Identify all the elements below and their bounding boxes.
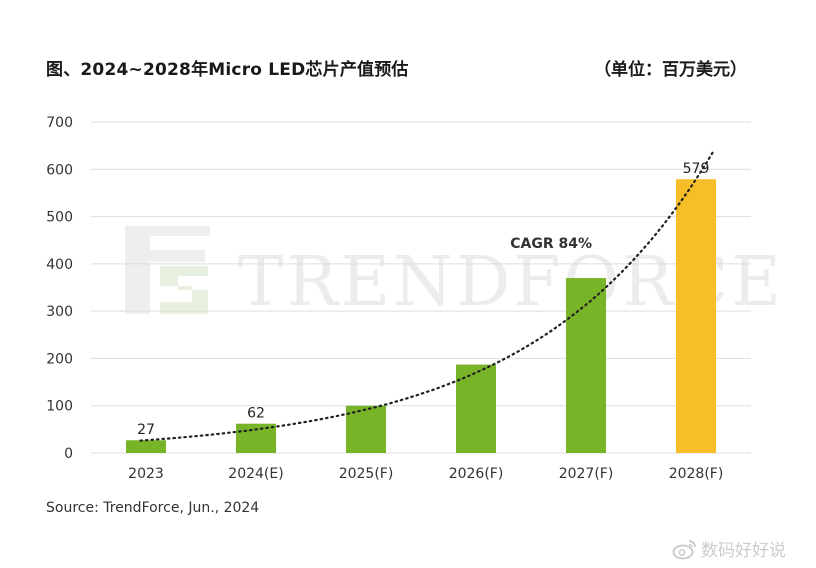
y-tick-label: 400 bbox=[46, 257, 73, 273]
watermark-logo-mark bbox=[125, 226, 210, 314]
y-tick-label: 700 bbox=[46, 115, 73, 131]
y-tick-label: 0 bbox=[64, 446, 73, 462]
y-tick-label: 300 bbox=[46, 304, 73, 320]
cagr-trendline bbox=[139, 151, 714, 442]
x-tick-label: 2028(F) bbox=[669, 466, 724, 482]
weibo-icon bbox=[672, 539, 696, 559]
weibo-watermark: 数码好好说 bbox=[672, 536, 786, 561]
source-note: Source: TrendForce, Jun., 2024 bbox=[46, 500, 260, 516]
bar bbox=[456, 364, 496, 453]
cagr-label: CAGR 84% bbox=[510, 236, 592, 252]
bar bbox=[236, 423, 276, 453]
chart-title: 图、2024~2028年Micro LED芯片产值预估 bbox=[46, 60, 409, 80]
x-tick-label: 2026(F) bbox=[449, 466, 504, 482]
x-tick-label: 2025(F) bbox=[339, 466, 394, 482]
y-tick-label: 600 bbox=[46, 162, 73, 178]
bar bbox=[126, 440, 166, 453]
weibo-handle: 数码好好说 bbox=[701, 541, 786, 561]
y-tick-label: 100 bbox=[46, 399, 73, 415]
data-label: 579 bbox=[683, 161, 710, 177]
y-tick-label: 500 bbox=[46, 210, 73, 226]
x-tick-label: 2027(F) bbox=[559, 466, 614, 482]
data-label: 27 bbox=[137, 422, 155, 438]
x-tick-label: 2024(E) bbox=[228, 466, 283, 482]
unit-label: （单位：百万美元） bbox=[594, 60, 747, 80]
x-tick-label: 2023 bbox=[128, 466, 164, 482]
watermark-logo-accent bbox=[160, 266, 208, 314]
data-label: 62 bbox=[247, 406, 265, 422]
bar bbox=[566, 278, 606, 453]
bar bbox=[676, 179, 716, 454]
y-tick-label: 200 bbox=[46, 351, 73, 367]
